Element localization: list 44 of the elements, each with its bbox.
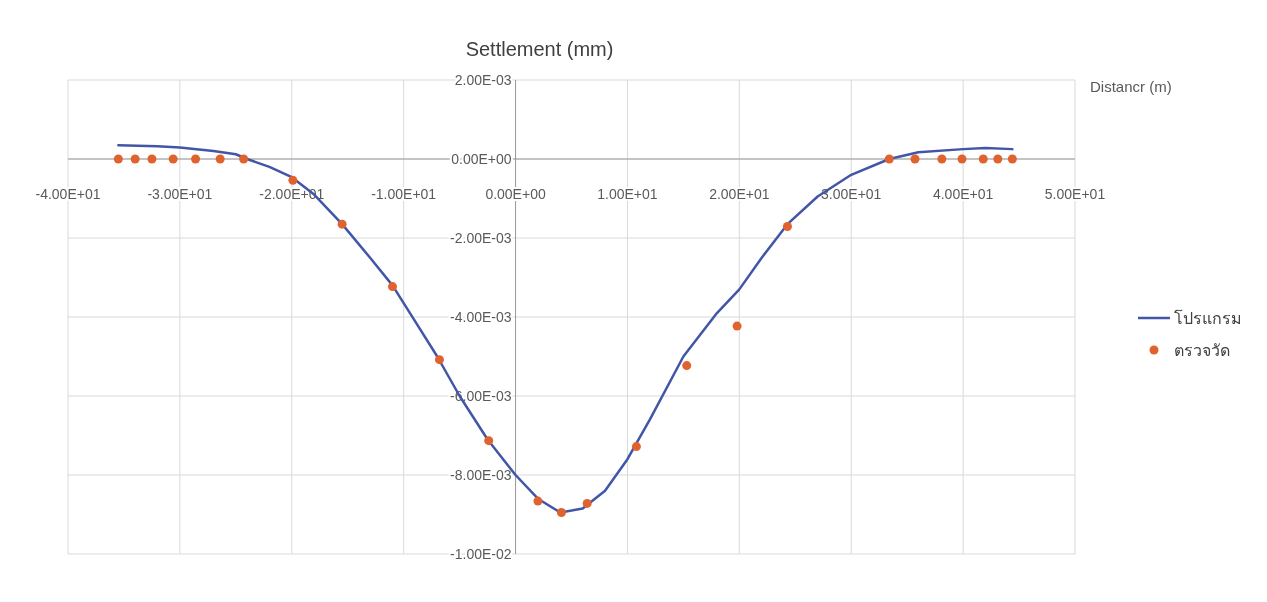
y-tick-label: -4.00E-03 (450, 309, 512, 325)
x-tick-label: 2.00E+01 (709, 186, 770, 202)
x-tick-label: -4.00E+01 (35, 186, 101, 202)
x-tick-label: 5.00E+01 (1044, 186, 1106, 202)
point (533, 496, 543, 506)
x-tick-label: -1.00E+01 (371, 186, 437, 202)
y-tick-label: 0.00E+00 (451, 151, 512, 167)
point (937, 154, 947, 164)
point (782, 222, 792, 232)
point (631, 442, 641, 452)
point (191, 154, 201, 164)
point (288, 175, 298, 185)
point (993, 154, 1003, 164)
x-tick-label: 1.00E+01 (597, 186, 658, 202)
point (884, 154, 894, 164)
point (337, 219, 347, 229)
point (556, 508, 566, 518)
legend-label: ตรวจวัด (1174, 342, 1230, 359)
point (682, 361, 692, 371)
point (130, 154, 140, 164)
point (168, 154, 178, 164)
point (910, 154, 920, 164)
point (239, 154, 249, 164)
y-tick-label: -2.00E-03 (450, 230, 512, 246)
point (484, 436, 494, 446)
point (434, 355, 444, 365)
point (215, 154, 225, 164)
x-tick-label: -3.00E+01 (147, 186, 213, 202)
x-tick-label: 4.00E+01 (932, 186, 994, 202)
point (1007, 154, 1017, 164)
y-axis-title: Settlement (mm) (465, 38, 614, 60)
point (732, 321, 742, 331)
y-tick-label: -8.00E-03 (450, 467, 512, 483)
point (113, 154, 123, 164)
legend-label: โปรแกรม (1174, 309, 1242, 327)
point (957, 154, 967, 164)
x-tick-label: 3.00E+01 (821, 186, 882, 202)
point (387, 282, 397, 292)
point (147, 154, 157, 164)
point (978, 154, 988, 164)
y-tick-label: -1.00E-02 (450, 546, 512, 562)
x-axis-title: Distancr (m) (1090, 78, 1172, 95)
point (582, 498, 592, 508)
y-tick-label: 2.00E-03 (454, 72, 512, 88)
